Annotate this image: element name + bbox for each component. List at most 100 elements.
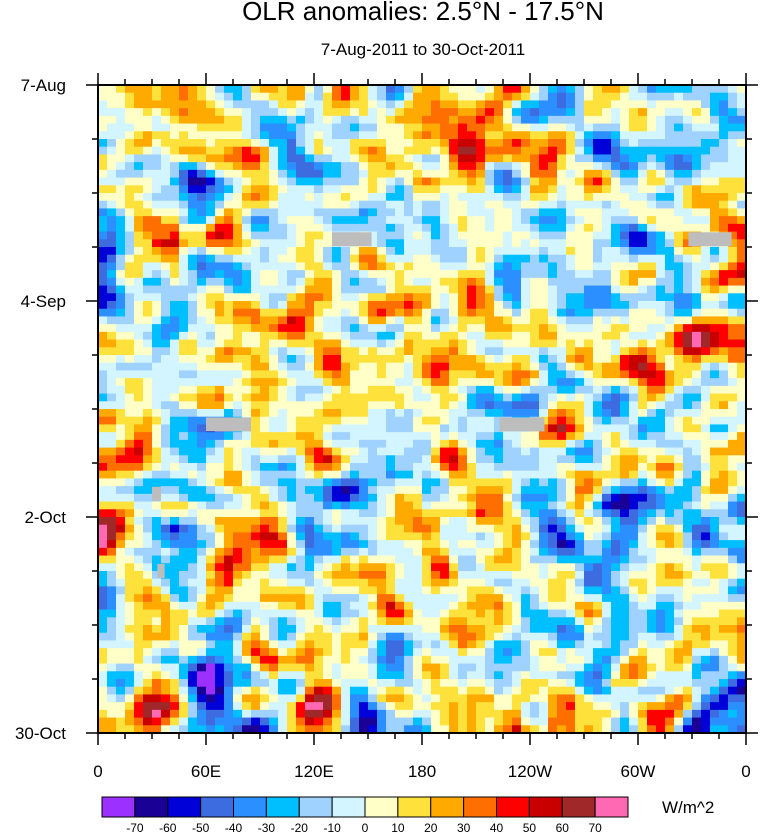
heatmap-cell — [143, 409, 153, 418]
heatmap-cell — [197, 501, 207, 510]
heatmap-cell — [440, 478, 450, 487]
heatmap-cell — [116, 285, 126, 294]
heatmap-cell — [557, 254, 567, 264]
heatmap-cell — [629, 432, 639, 441]
heatmap-cell — [359, 547, 369, 557]
heatmap-cell — [332, 470, 342, 480]
heatmap-cell — [287, 277, 297, 287]
heatmap-cell — [512, 478, 522, 487]
heatmap-cell — [260, 324, 270, 333]
heatmap-cell — [638, 601, 648, 611]
heatmap-cell — [692, 578, 702, 588]
heatmap-cell — [287, 447, 297, 456]
heatmap-cell — [521, 517, 531, 526]
heatmap-cell — [422, 493, 432, 503]
heatmap-cell — [206, 254, 216, 264]
heatmap-cell — [125, 254, 135, 264]
heatmap-cell — [188, 601, 198, 611]
heatmap-cell — [503, 463, 513, 472]
heatmap-cell — [575, 185, 585, 194]
heatmap-cell — [323, 247, 333, 256]
heatmap-cell — [368, 324, 378, 333]
heatmap-cell — [242, 146, 252, 156]
heatmap-cell — [269, 146, 279, 156]
heatmap-cell — [98, 231, 108, 240]
heatmap-cell — [638, 339, 648, 348]
heatmap-cell — [710, 486, 720, 495]
heatmap-cell — [602, 247, 612, 256]
heatmap-cell — [116, 208, 126, 217]
heatmap-cell — [737, 463, 746, 472]
heatmap-cell — [656, 355, 666, 364]
heatmap-cell — [503, 247, 513, 256]
heatmap-cell — [197, 594, 207, 603]
heatmap-cell — [521, 401, 531, 410]
heatmap-cell — [683, 347, 693, 356]
heatmap-cell — [404, 378, 414, 387]
heatmap-cell — [278, 193, 288, 202]
heatmap-cell — [170, 393, 180, 402]
heatmap-cell — [359, 463, 369, 472]
heatmap-cell — [719, 432, 729, 441]
heatmap-cell — [170, 470, 180, 480]
heatmap-cell — [359, 439, 369, 449]
heatmap-cell — [152, 154, 162, 163]
heatmap-cell — [530, 486, 540, 495]
heatmap-cell — [125, 131, 135, 140]
heatmap-cell — [215, 447, 225, 456]
heatmap-cell — [224, 493, 234, 503]
heatmap-cell — [467, 115, 477, 125]
heatmap-cell — [350, 154, 360, 163]
heatmap-cell — [233, 563, 243, 572]
heatmap-cell — [539, 393, 549, 402]
heatmap-cell — [557, 285, 567, 294]
heatmap-cell — [665, 115, 675, 125]
heatmap-cell — [674, 331, 684, 341]
heatmap-cell — [629, 254, 639, 264]
heatmap-cell — [719, 100, 729, 109]
heatmap-cell — [557, 571, 567, 580]
heatmap-cell — [296, 540, 306, 549]
heatmap-cell — [332, 594, 342, 603]
heatmap-cell — [260, 347, 270, 356]
heatmap-cell — [269, 478, 279, 487]
heatmap-cell — [656, 131, 666, 140]
heatmap-cell — [494, 185, 504, 194]
heatmap-cell — [215, 470, 225, 480]
heatmap-cell — [440, 200, 450, 210]
heatmap-cell — [728, 432, 738, 441]
heatmap-cell — [98, 432, 108, 441]
heatmap-cell — [611, 231, 621, 240]
heatmap-cell — [548, 324, 558, 333]
heatmap-cell — [611, 416, 621, 426]
heatmap-cell — [98, 270, 108, 279]
heatmap-cell — [719, 609, 729, 618]
heatmap-cell — [674, 254, 684, 264]
heatmap-cell — [728, 262, 738, 271]
heatmap-cell — [260, 601, 270, 611]
heatmap-cell — [683, 385, 693, 395]
heatmap-cell — [584, 146, 594, 156]
heatmap-cell — [611, 324, 621, 333]
heatmap-cell — [728, 177, 738, 186]
heatmap-cell — [98, 509, 108, 518]
heatmap-cell — [287, 331, 297, 341]
heatmap-cell — [305, 509, 315, 518]
heatmap-cell — [125, 486, 135, 495]
heatmap-cell — [152, 524, 162, 534]
heatmap-cell — [143, 146, 153, 156]
heatmap-cell — [179, 532, 189, 541]
heatmap-cell — [476, 254, 486, 264]
heatmap-cell — [611, 540, 621, 549]
heatmap-cell — [458, 555, 468, 564]
heatmap-cell — [107, 324, 117, 333]
heatmap-cell — [530, 316, 540, 325]
heatmap-cell — [494, 416, 504, 426]
heatmap-cell — [233, 216, 243, 225]
heatmap-cell — [674, 347, 684, 356]
heatmap-cell — [404, 308, 414, 318]
heatmap-cell — [467, 270, 477, 279]
heatmap-cell — [179, 277, 189, 287]
heatmap-cell — [620, 578, 630, 588]
heatmap-cell — [548, 247, 558, 256]
